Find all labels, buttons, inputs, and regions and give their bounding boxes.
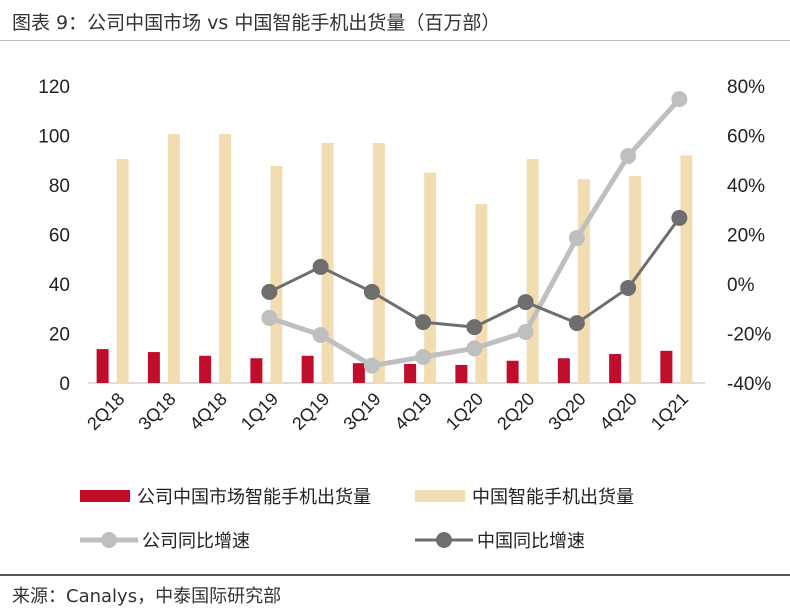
china-bar [270, 165, 283, 383]
company-yoy-point [312, 326, 329, 343]
company-bar [96, 349, 109, 383]
x-tick-label: 3Q18 [134, 389, 179, 434]
legend-label: 中国同比增速 [477, 531, 585, 551]
x-tick-label: 1Q20 [442, 389, 487, 434]
x-tick-label: 2Q18 [83, 389, 128, 434]
company-yoy-point [415, 349, 432, 366]
china-bar [219, 134, 232, 383]
right-tick-label: 80% [727, 77, 765, 98]
right-tick-label: -40% [727, 374, 771, 395]
x-tick-label: 2Q19 [288, 389, 333, 434]
china-bar [167, 134, 180, 383]
china-bar [680, 155, 693, 383]
china-yoy-point [363, 283, 380, 300]
company-bar [609, 354, 622, 383]
company-bar [147, 352, 160, 383]
company-yoy-point [261, 309, 278, 326]
left-tick-label: 0 [59, 374, 70, 395]
left-tick-label: 40 [49, 275, 70, 296]
legend-swatch [80, 490, 130, 502]
company-yoy-point [517, 324, 534, 341]
right-tick-label: 0% [727, 275, 755, 296]
x-tick-label: 3Q20 [544, 389, 589, 434]
company-bar [250, 358, 263, 383]
x-tick-label: 1Q19 [237, 389, 282, 434]
china-bar [116, 159, 129, 383]
company-bar [199, 355, 212, 383]
company-yoy-point [671, 91, 688, 108]
x-tick-label: 4Q18 [186, 389, 231, 434]
china-bar [475, 204, 488, 383]
legend-label: 公司同比增速 [142, 531, 250, 551]
left-tick-label: 100 [38, 127, 70, 148]
china-yoy-point [568, 315, 585, 332]
company-bar [506, 360, 519, 383]
x-tick-label: 4Q20 [596, 389, 641, 434]
legend-marker [436, 532, 452, 548]
china-yoy-point [517, 294, 534, 311]
china-bar [424, 172, 437, 383]
source-note: 来源：Canalys，中泰国际研究部 [12, 586, 282, 607]
company-yoy-point [466, 340, 483, 357]
right-tick-label: 40% [727, 176, 765, 197]
chart: 0 20 40 60 80 100 120 -40% -20% 0% 20% 40% 60% 80% 2Q1… [38, 77, 771, 551]
x-tick-label: 1Q21 [647, 389, 692, 434]
legend-label: 中国智能手机出货量 [472, 487, 634, 507]
company-bar [455, 364, 468, 383]
chart-title: 图表 9：公司中国市场 vs 中国智能手机出货量（百万部） [12, 12, 501, 34]
china-yoy-point [415, 314, 432, 331]
china-yoy-point [261, 283, 278, 300]
legend-marker [101, 532, 117, 548]
source-divider [0, 574, 790, 576]
china-yoy-point [466, 319, 483, 336]
china-bar [577, 179, 590, 383]
company-yoy-point [568, 229, 585, 246]
china-bar [526, 159, 539, 383]
company-yoy-point [363, 357, 380, 374]
china-yoy-point [312, 258, 329, 275]
company-bar [301, 355, 314, 383]
left-tick-label: 60 [49, 226, 70, 247]
title-divider [0, 40, 790, 41]
left-tick-label: 20 [49, 325, 70, 346]
x-tick-label: 2Q20 [493, 389, 538, 434]
china-bar [372, 142, 385, 383]
legend-swatch [415, 490, 465, 502]
left-tick-label: 120 [38, 77, 70, 98]
x-tick-label: 3Q19 [339, 389, 384, 434]
china-bar [321, 142, 334, 383]
company-bar [660, 350, 673, 383]
left-tick-label: 80 [49, 176, 70, 197]
legend-label: 公司中国市场智能手机出货量 [137, 487, 371, 507]
company-bar [404, 363, 417, 383]
x-tick-label: 4Q19 [391, 389, 436, 434]
right-tick-label: 60% [727, 127, 765, 148]
company-bar [352, 363, 365, 383]
company-yoy-point [620, 148, 637, 165]
china-yoy-point [620, 279, 637, 296]
china-yoy-point [671, 209, 688, 226]
company-bar [557, 358, 570, 383]
right-tick-label: 20% [727, 226, 765, 247]
right-tick-label: -20% [727, 325, 771, 346]
